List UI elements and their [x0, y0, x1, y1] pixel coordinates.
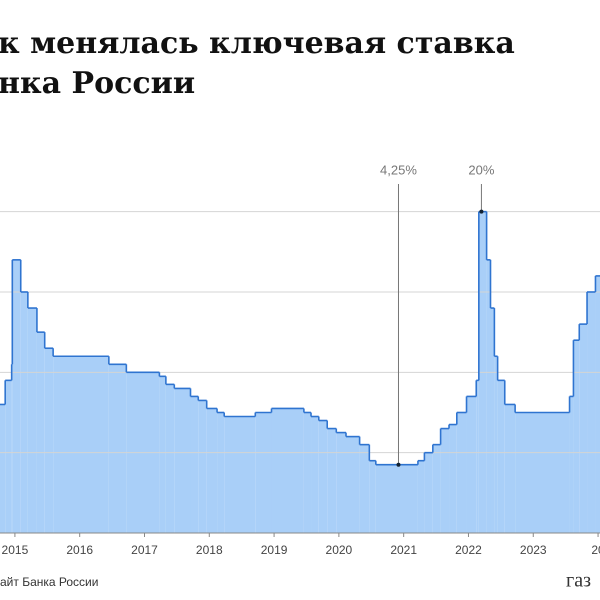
area-step: [190, 396, 199, 533]
x-tick-label: 2017: [131, 543, 158, 557]
area-step: [569, 396, 574, 533]
area-step: [359, 444, 370, 533]
area-step: [0, 404, 6, 533]
area-step: [53, 356, 109, 533]
area-step: [449, 424, 457, 533]
x-tick-label: 2016: [66, 543, 93, 557]
area-step: [515, 412, 570, 533]
x-tick-label: 2015: [2, 543, 29, 557]
area-step: [217, 412, 225, 533]
area-step: [336, 432, 347, 533]
x-tick-label: 2023: [520, 543, 547, 557]
area-step: [579, 324, 588, 533]
x-tick-label: 2020: [326, 543, 353, 557]
area-step: [174, 388, 191, 533]
area-step: [12, 259, 21, 533]
area-step: [440, 428, 450, 533]
area-step: [327, 428, 337, 533]
area-step: [369, 460, 376, 533]
area-step: [44, 348, 54, 533]
area-step: [587, 291, 596, 533]
x-tick-label: 2018: [196, 543, 223, 557]
annotation-dot: [396, 462, 401, 467]
area-step: [417, 460, 425, 533]
area-step: [303, 412, 312, 533]
area-step: [159, 376, 166, 533]
annotation-label: 20%: [468, 162, 494, 177]
area-step: [497, 380, 505, 533]
x-tick-label: 2021: [390, 543, 417, 557]
annotation-label: 4,25%: [380, 162, 417, 177]
area-step: [424, 452, 433, 533]
x-tick-label: 2022: [455, 543, 482, 557]
area-step: [255, 412, 272, 533]
area-step: [108, 364, 127, 533]
area-step: [456, 412, 467, 533]
area-step: [165, 384, 175, 533]
area-step: [206, 408, 218, 533]
title-line: к менялась ключевая ставка: [0, 26, 515, 61]
area-step: [346, 436, 360, 533]
area-step: [27, 308, 37, 533]
logo: газ: [566, 570, 591, 592]
area-step: [466, 396, 477, 533]
area-step: [271, 408, 304, 533]
area-step: [375, 464, 418, 533]
area-step: [36, 332, 45, 533]
area-step: [224, 416, 256, 533]
area-step: [476, 380, 479, 533]
area-step: [11, 364, 13, 533]
area-step: [490, 308, 495, 533]
x-tick-label: 2019: [261, 543, 288, 557]
area-step: [494, 356, 498, 533]
area-step: [198, 400, 207, 533]
title-line: нка России: [0, 66, 195, 101]
area-step: [595, 275, 600, 533]
area-step: [5, 380, 12, 533]
area-step: [504, 404, 516, 533]
x-tick-label: 20: [591, 543, 600, 557]
area-step: [432, 444, 441, 533]
area-step: [311, 416, 319, 533]
area-step: [20, 291, 28, 533]
area-step: [318, 420, 328, 533]
area-step: [486, 259, 491, 533]
source: айт Банка России: [0, 575, 98, 589]
area-step: [573, 340, 580, 533]
annotation-dot: [479, 209, 484, 214]
